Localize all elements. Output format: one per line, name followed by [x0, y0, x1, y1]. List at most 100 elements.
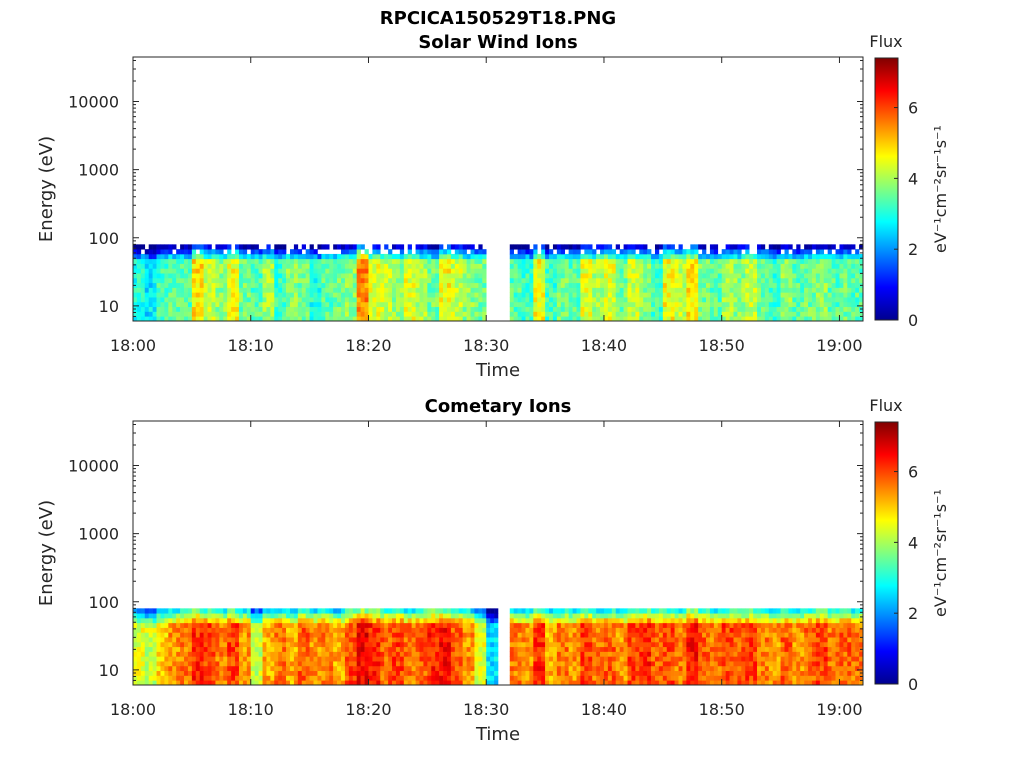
spectrogram-cell [384, 244, 389, 250]
spectrogram-cell [184, 316, 189, 321]
spectrogram-cell [313, 632, 318, 638]
spectrogram-cell [525, 665, 530, 672]
spectrogram-cell [851, 277, 856, 284]
spectrogram-cell [360, 613, 365, 619]
spectrogram-cell [627, 661, 632, 667]
spectrogram-cell [588, 282, 593, 288]
spectrogram-cell [541, 244, 546, 250]
spectrogram-cell [458, 316, 463, 321]
spectrogram-cell [521, 661, 526, 667]
spectrogram-cell [831, 316, 836, 321]
spectrogram-cell [242, 287, 248, 293]
spectrogram-cell [133, 316, 138, 321]
spectrogram-cell [136, 641, 142, 648]
spectrogram-cell [352, 268, 357, 274]
spectrogram-cell [337, 613, 342, 619]
spectrogram-cell [270, 680, 275, 685]
spectrogram-cell [631, 665, 636, 672]
spectrogram-cell [670, 277, 675, 284]
spectrogram-cell [160, 613, 165, 619]
spectrogram-cell [823, 316, 828, 321]
spectrogram-cell [364, 646, 369, 652]
spectrogram-cell [470, 316, 475, 321]
spectrogram-cell [760, 292, 766, 298]
spectrogram-cell [435, 282, 440, 288]
spectrogram-cell [572, 680, 577, 685]
spectrogram-cell [815, 263, 821, 269]
spectrogram-cell [541, 277, 546, 284]
spectrogram-cell [360, 316, 365, 321]
spectrogram-cell [446, 292, 452, 298]
spectrogram-cell [231, 316, 236, 321]
spectrogram-cell [533, 249, 538, 255]
spectrogram-cell [191, 287, 197, 293]
spectrogram-cell [745, 244, 750, 250]
spectrogram-cell [368, 680, 373, 685]
spectrogram-cell [227, 680, 232, 685]
spectrogram-cell [517, 637, 522, 643]
spectrogram-cell [184, 632, 189, 638]
spectrogram-cell [133, 301, 138, 308]
spectrogram-cell [545, 637, 550, 643]
spectrogram-cell [647, 646, 652, 652]
spectrogram-cell [772, 297, 777, 303]
spectrogram-cell [203, 268, 208, 274]
spectrogram-cell [168, 656, 173, 662]
spectrogram-cell [796, 263, 801, 269]
spectrogram-cell [600, 316, 605, 321]
spectrogram-cell [709, 316, 715, 321]
spectrogram-cell [529, 297, 534, 303]
spectrogram-cell [568, 306, 573, 312]
spectrogram-cell [242, 617, 248, 624]
spectrogram-cell [580, 617, 585, 624]
spectrogram-cell [333, 268, 338, 274]
spectrogram-cell [144, 249, 149, 255]
spectrogram-cell [737, 297, 742, 303]
spectrogram-cell [309, 311, 314, 317]
spectrogram-cell [450, 273, 456, 279]
spectrogram-cell [321, 617, 326, 624]
spectrogram-cell [666, 311, 671, 317]
spectrogram-cell [427, 627, 432, 633]
spectrogram-cell [576, 661, 581, 667]
spectrogram-cell [556, 646, 562, 652]
spectrogram-cell [811, 297, 817, 303]
spectrogram-cell [670, 306, 675, 312]
spectrogram-cell [651, 273, 656, 279]
spectrogram-cell [191, 656, 197, 662]
spectrogram-cell [282, 680, 287, 685]
spectrogram-cell [851, 273, 856, 279]
spectrogram-cell [403, 268, 409, 274]
spectrogram-cell [584, 244, 589, 250]
spectrogram-cell [776, 268, 781, 274]
spectrogram-cell [513, 258, 518, 264]
colorbar-gradient [874, 57, 899, 321]
spectrogram-cell [172, 263, 177, 269]
spectrogram-cell [709, 311, 715, 317]
spectrogram-cell [600, 273, 605, 279]
spectrogram-cell [851, 297, 856, 303]
spectrogram-cell [254, 273, 259, 279]
spectrogram-cell [545, 273, 550, 279]
spectrogram-cell [713, 253, 719, 260]
spectrogram-cell [549, 646, 554, 652]
spectrogram-cell [541, 632, 546, 638]
spectrogram-cell [631, 656, 636, 662]
spectrogram-cell [160, 249, 165, 255]
spectrogram-cell [238, 656, 244, 662]
spectrogram-cell [187, 287, 193, 293]
spectrogram-cell [784, 249, 789, 255]
spectrogram-cell [419, 306, 424, 312]
spectrogram-cell [313, 608, 318, 614]
spectrogram-cell [639, 311, 644, 317]
spectrogram-cell [517, 306, 522, 312]
spectrogram-cell [662, 306, 668, 312]
spectrogram-cell [407, 258, 412, 264]
spectrogram-cell [384, 670, 389, 676]
spectrogram-cell [156, 641, 161, 648]
spectrogram-cell [376, 637, 381, 643]
spectrogram-cell [623, 670, 628, 676]
spectrogram-cell [372, 253, 377, 260]
cometary-panel: Cometary Ions 18:00 18:10 18:20 18:30 18:40 1… [36, 396, 950, 745]
spectrogram-cell [427, 661, 432, 667]
